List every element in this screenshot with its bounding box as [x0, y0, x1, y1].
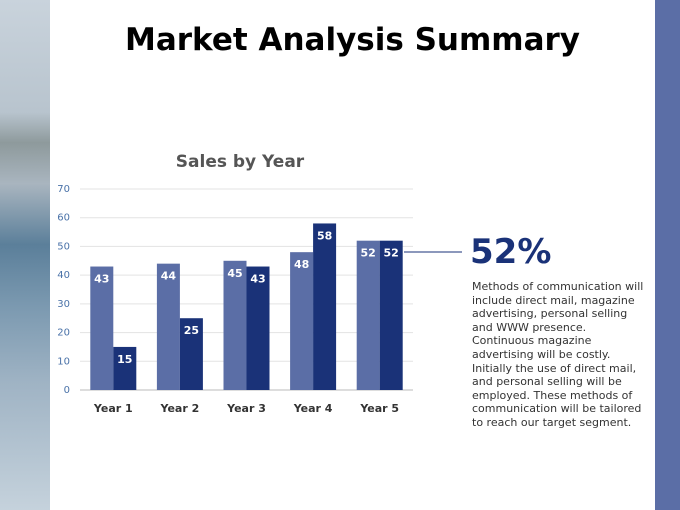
x-tick-label: Year 2 [160, 402, 200, 415]
y-tick-label: 40 [57, 270, 70, 281]
value-label: 15 [117, 353, 132, 366]
value-label: 52 [384, 247, 399, 260]
value-label: 52 [361, 247, 376, 260]
callout-headline: 52% [470, 232, 552, 272]
value-label: 45 [227, 267, 242, 280]
bar [113, 346, 137, 390]
y-tick-label: 20 [57, 328, 70, 339]
y-tick-label: 60 [57, 213, 70, 224]
bar [313, 223, 337, 390]
y-tick-label: 30 [57, 299, 70, 310]
value-label: 48 [294, 258, 309, 271]
bar [156, 263, 180, 390]
value-label: 58 [317, 229, 332, 242]
x-tick-label: Year 5 [359, 402, 399, 415]
value-label: 43 [94, 273, 109, 286]
x-tick-label: Year 4 [293, 402, 333, 415]
x-tick-label: Year 1 [93, 402, 133, 415]
callout-text: Methods of communication will include di… [472, 280, 644, 429]
value-label: 43 [250, 273, 265, 286]
bar [246, 266, 270, 390]
y-tick-label: 50 [57, 241, 70, 252]
y-tick-label: 0 [64, 385, 70, 396]
value-label: 44 [161, 270, 177, 283]
chart-title: Sales by Year [176, 152, 305, 172]
bar [179, 318, 203, 390]
photo-strip [0, 0, 50, 510]
x-tick-label: Year 3 [226, 402, 266, 415]
bar [356, 240, 380, 390]
bar [290, 252, 314, 390]
accent-bar [655, 0, 680, 510]
bar [90, 266, 114, 390]
value-label: 25 [184, 324, 199, 337]
y-tick-label: 70 [57, 184, 70, 195]
y-tick-label: 10 [57, 356, 70, 367]
slide-title: Market Analysis Summary [124, 22, 581, 58]
bar [223, 260, 247, 390]
bar [379, 240, 403, 390]
